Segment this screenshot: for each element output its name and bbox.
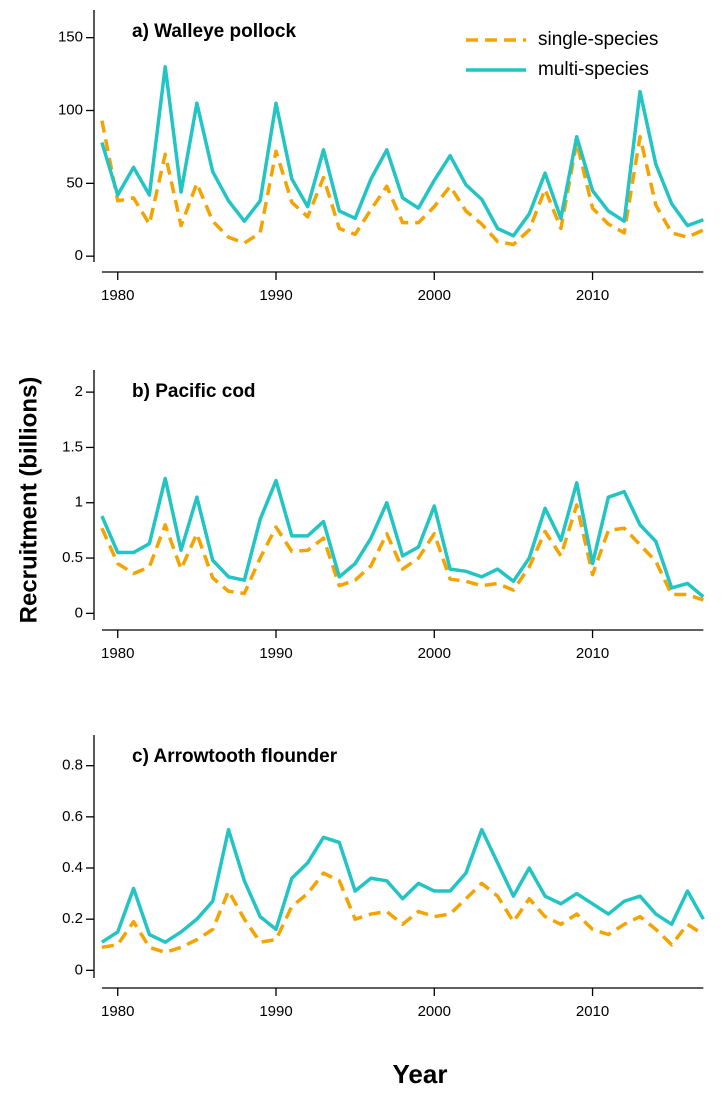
y-tick-label: 0 <box>75 604 83 621</box>
y-tick-label: 2 <box>75 383 83 400</box>
y-tick-label: 0.2 <box>62 910 83 927</box>
series-line <box>100 120 705 247</box>
series-line <box>100 503 704 602</box>
y-tick-label: 0.8 <box>62 757 83 774</box>
x-tick-label: 2000 <box>418 1003 451 1020</box>
y-tick-label: 0 <box>75 961 83 978</box>
series-line <box>100 476 705 599</box>
series-line <box>100 827 705 944</box>
y-tick-label: 0.6 <box>62 808 83 825</box>
x-axis-label: Year <box>393 1059 448 1089</box>
x-tick-label: 2010 <box>576 645 609 662</box>
y-tick-label: 1.5 <box>62 438 83 455</box>
x-tick-label: 1990 <box>259 287 292 304</box>
x-tick-label: 1990 <box>259 1003 292 1020</box>
y-tick-label: 50 <box>66 174 83 191</box>
y-axis-label: Recruitment (billions) <box>15 377 42 624</box>
y-tick-label: 0.5 <box>62 549 83 566</box>
x-tick-label: 1980 <box>101 1003 134 1020</box>
y-tick-label: 0.4 <box>62 859 83 876</box>
legend-label: multi-species <box>538 59 649 80</box>
legend-label: single-species <box>538 29 658 50</box>
x-tick-label: 1990 <box>259 645 292 662</box>
panel-title: a) Walleye pollock <box>132 21 296 42</box>
x-tick-label: 1980 <box>101 287 134 304</box>
y-tick-label: 1 <box>75 494 83 511</box>
series-line <box>101 871 705 955</box>
x-tick-label: 2000 <box>418 287 451 304</box>
series-line <box>100 65 704 238</box>
x-tick-label: 1980 <box>101 645 134 662</box>
y-tick-label: 0 <box>75 247 83 264</box>
panel-title: c) Arrowtooth flounder <box>132 746 338 767</box>
x-tick-label: 2010 <box>576 1003 609 1020</box>
x-tick-label: 2000 <box>418 645 451 662</box>
y-tick-label: 100 <box>58 101 83 118</box>
panel-title: b) Pacific cod <box>132 381 256 402</box>
x-tick-label: 2010 <box>576 287 609 304</box>
y-tick-label: 150 <box>58 29 83 46</box>
